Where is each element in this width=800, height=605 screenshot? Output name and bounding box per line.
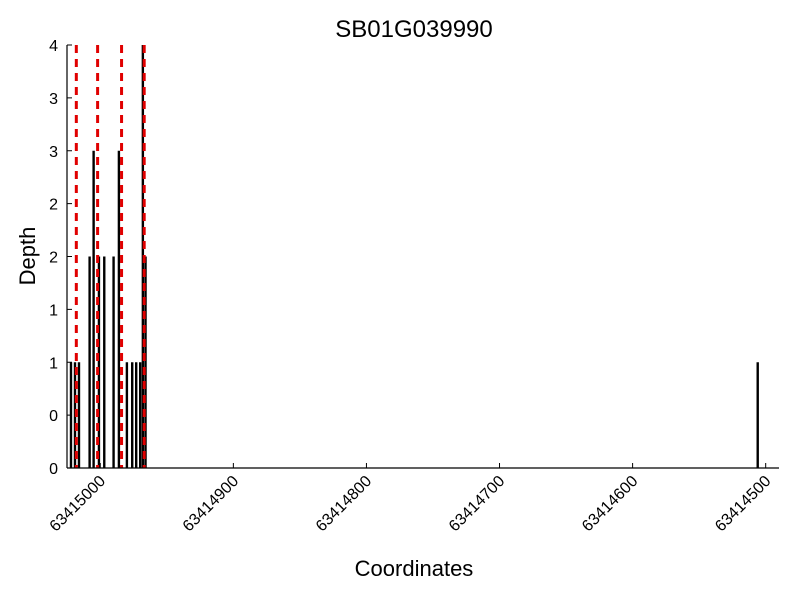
- y-axis-label: Depth: [15, 227, 40, 286]
- y-tick-label: 2: [49, 250, 58, 267]
- bar: [103, 256, 106, 468]
- bar: [77, 362, 81, 468]
- y-tick-label: 1: [49, 302, 58, 319]
- x-ticks-layer: 63415000 63414900 63414800 63414700 63414600…: [47, 463, 775, 535]
- x-axis-label: Coordinates: [355, 556, 474, 581]
- bar: [125, 362, 129, 468]
- x-tick-label: 63414600: [579, 473, 641, 535]
- y-tick-label: 0: [49, 461, 58, 478]
- x-tick-label: 63414700: [446, 473, 508, 535]
- x-tick-label: 63415000: [47, 473, 109, 535]
- bar: [117, 150, 121, 468]
- bar: [112, 256, 115, 468]
- bar: [97, 256, 101, 468]
- x-tick-label: 63414500: [712, 473, 774, 535]
- y-tick-label: 0: [49, 408, 58, 425]
- bar: [139, 362, 142, 468]
- marker-lines-layer: [74, 45, 146, 468]
- bar: [88, 256, 91, 468]
- chart-title: SB01G039990: [335, 16, 492, 43]
- y-tick-label: 2: [49, 197, 58, 214]
- bar: [756, 362, 759, 468]
- bar: [92, 150, 95, 468]
- axes-layer: [66, 45, 779, 469]
- x-tick-label: 63414800: [313, 473, 375, 535]
- y-tick-label: 3: [49, 91, 58, 108]
- bar: [144, 256, 147, 468]
- bar: [131, 362, 134, 468]
- y-tick-label: 3: [49, 144, 58, 161]
- y-tick-label: 1: [49, 355, 58, 372]
- bars-layer: [69, 45, 759, 468]
- y-ticks-layer: 0 0 1 1 2 2 3 3 4: [49, 38, 72, 478]
- y-tick-label: 4: [49, 38, 58, 55]
- bar: [135, 362, 138, 468]
- x-tick-label: 63414900: [180, 473, 242, 535]
